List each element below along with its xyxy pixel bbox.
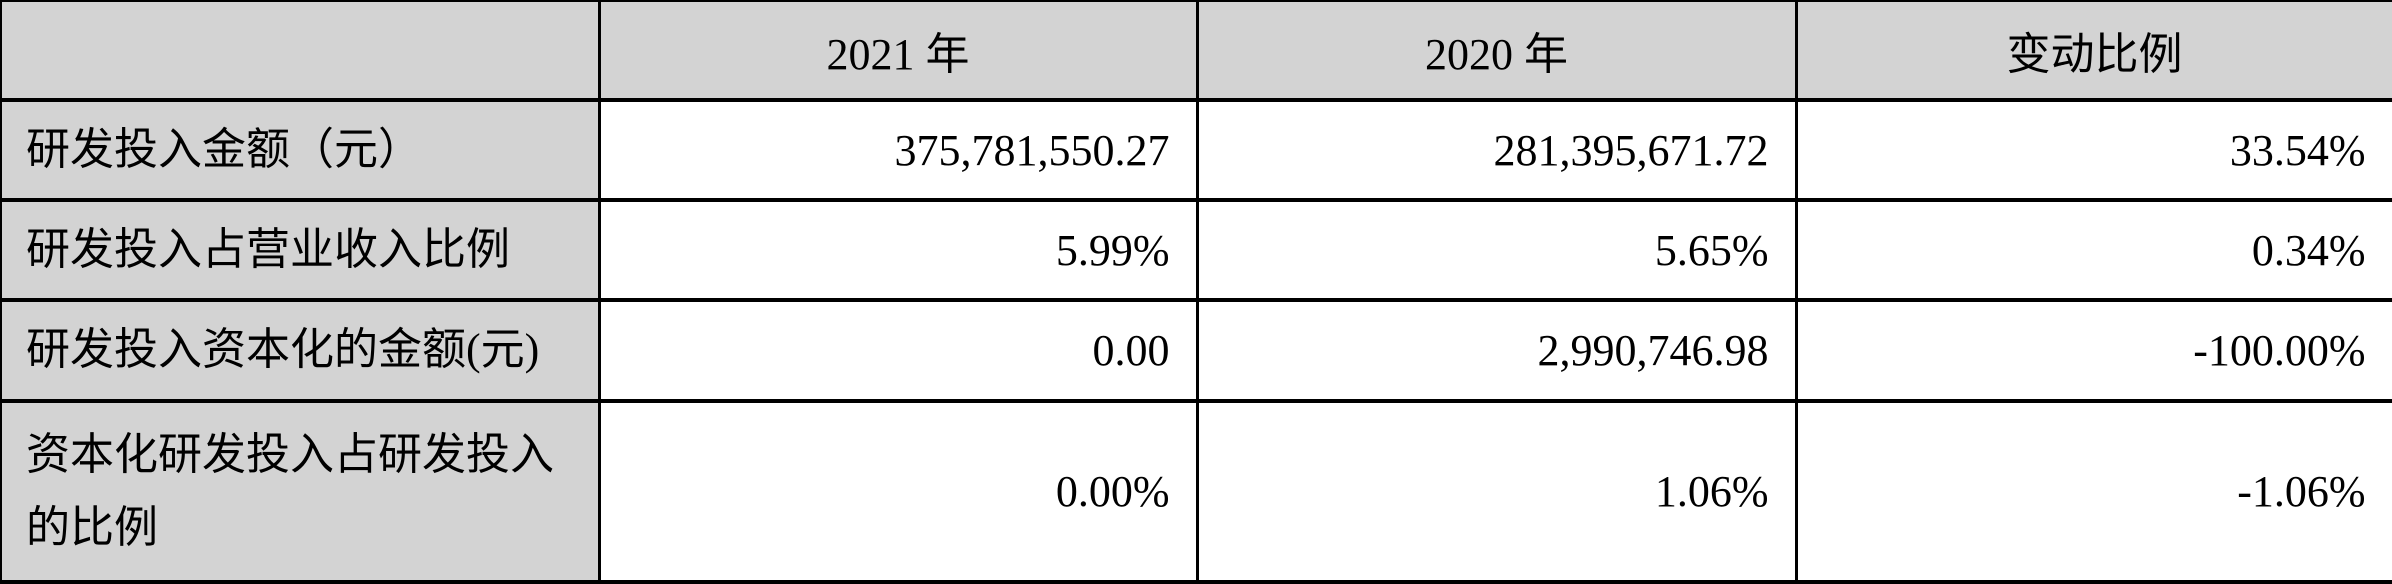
cell-rd-amount-2020: 281,395,671.72 <box>1195 98 1798 202</box>
row-label-rd-revenue-ratio: 研发投入占营业收入比例 <box>0 198 601 302</box>
cell-capitalized-amount-2021: 0.00 <box>597 298 1199 403</box>
cell-rd-revenue-ratio-2021: 5.99% <box>597 198 1199 302</box>
cell-capitalized-ratio-2021: 0.00% <box>597 399 1199 584</box>
cell-capitalized-ratio-2020: 1.06% <box>1195 399 1798 584</box>
table-row: 研发投入金额（元） 375,781,550.27 281,395,671.72 … <box>0 98 2392 202</box>
cell-rd-amount-change: 33.54% <box>1794 98 2392 202</box>
header-cell-2020: 2020 年 <box>1195 0 1798 102</box>
cell-capitalized-ratio-change: -1.06% <box>1794 399 2392 584</box>
row-label-rd-amount: 研发投入金额（元） <box>0 99 601 202</box>
header-cell-change-ratio: 变动比例 <box>1794 0 2392 102</box>
cell-rd-revenue-ratio-change: 0.34% <box>1794 198 2392 302</box>
header-cell-2021: 2021 年 <box>597 0 1199 102</box>
cell-rd-revenue-ratio-2020: 5.65% <box>1195 198 1798 302</box>
row-label-capitalized-amount: 研发投入资本化的金额(元) <box>0 298 601 403</box>
cell-capitalized-amount-change: -100.00% <box>1794 298 2392 403</box>
table-row: 研发投入资本化的金额(元) 0.00 2,990,746.98 -100.00% <box>0 298 2392 403</box>
header-cell-blank <box>0 0 601 102</box>
row-label-capitalized-ratio: 资本化研发投入占研发投入 的比例 <box>0 399 601 584</box>
cell-rd-amount-2021: 375,781,550.27 <box>597 98 1199 202</box>
table-row: 研发投入占营业收入比例 5.99% 5.65% 0.34% <box>0 198 2392 302</box>
header-row: 2021 年 2020 年 变动比例 <box>0 0 2392 102</box>
cell-capitalized-amount-2020: 2,990,746.98 <box>1195 298 1798 403</box>
table-row: 资本化研发投入占研发投入 的比例 0.00% 1.06% -1.06% <box>0 399 2392 584</box>
